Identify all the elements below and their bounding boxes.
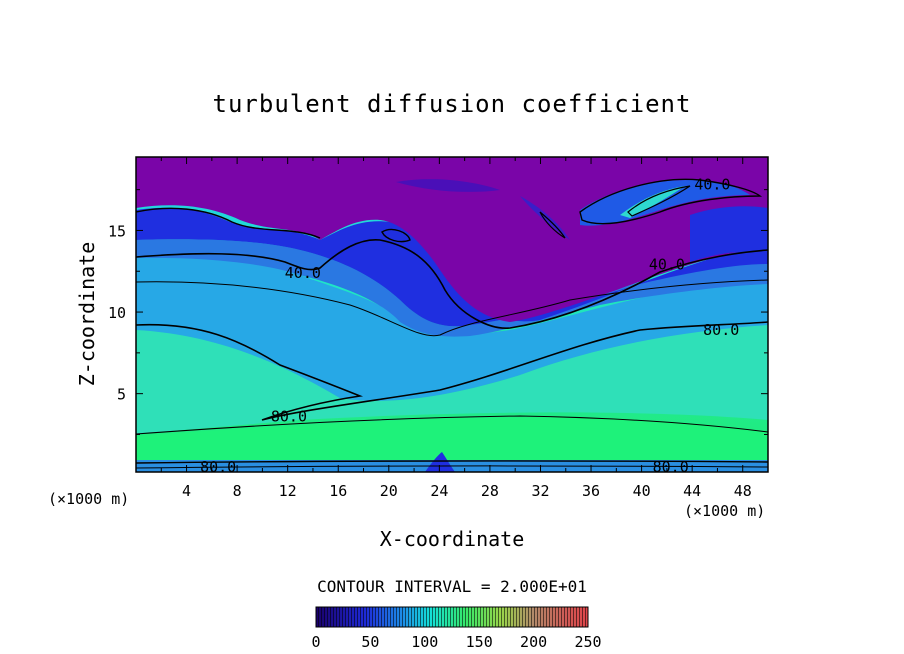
contour-60 bbox=[136, 279, 768, 337]
colorbar bbox=[315, 606, 589, 628]
x-unit-label-right: (×1000 m) bbox=[684, 502, 765, 520]
contour-bottom-2 bbox=[136, 465, 768, 469]
contour-filament-outer bbox=[579, 178, 763, 225]
colorbar-tick-label: 100 bbox=[411, 633, 438, 651]
contour-label: 80.0 bbox=[653, 458, 689, 476]
contour-upper-top bbox=[136, 207, 321, 239]
x-tick-label: 8 bbox=[233, 482, 242, 500]
colorbar-tick-label: 150 bbox=[466, 633, 493, 651]
x-tick-label: 16 bbox=[329, 482, 347, 500]
x-tick-label: 48 bbox=[734, 482, 752, 500]
plot-field bbox=[136, 157, 768, 472]
colorbar-ticks: 0 50 100 150 200 250 bbox=[311, 633, 601, 651]
plot-frame bbox=[135, 156, 769, 473]
colorbar-frame bbox=[315, 606, 589, 628]
x-tick-label: 28 bbox=[481, 482, 499, 500]
x-tick-label: 36 bbox=[582, 482, 600, 500]
x-tick-label: 12 bbox=[279, 482, 297, 500]
contour-80-main bbox=[136, 321, 768, 421]
field-streak-1 bbox=[396, 179, 500, 192]
colorbar-tick-label: 200 bbox=[520, 633, 547, 651]
contour-80-mid bbox=[136, 415, 768, 435]
contour-filament-inner bbox=[627, 185, 691, 217]
contour-interval-label: CONTOUR INTERVAL = 2.000E+01 bbox=[317, 577, 587, 596]
y-tick-label: 10 bbox=[108, 304, 126, 322]
y-axis-title: Z-coordinate bbox=[75, 242, 99, 387]
contour-40-upper bbox=[136, 239, 768, 329]
x-axis-ticks: 4 8 12 16 20 24 28 32 36 40 44 48 bbox=[160, 157, 752, 500]
field-bottom-notch bbox=[425, 452, 455, 472]
colorbar-tick-label: 250 bbox=[574, 633, 601, 651]
contour-label: 80.0 bbox=[703, 321, 739, 339]
contour-label: 40.0 bbox=[694, 176, 730, 194]
chart-title: turbulent diffusion coefficient bbox=[213, 90, 692, 118]
colorbar-tick-label: 50 bbox=[361, 633, 379, 651]
colorbar-stripes bbox=[316, 607, 588, 627]
contour-blob bbox=[381, 228, 411, 243]
x-unit-label-left: (×1000 m) bbox=[48, 490, 129, 508]
x-tick-label: 44 bbox=[683, 482, 701, 500]
field-band-mid bbox=[136, 323, 768, 434]
x-tick-label: 24 bbox=[430, 482, 448, 500]
field-band-upper-right bbox=[690, 206, 768, 262]
contour-labels: 40.0 40.0 40.0 80.0 80.0 80.0 80.0 bbox=[200, 176, 739, 476]
field-band-blue bbox=[136, 239, 768, 337]
field-band-green bbox=[136, 417, 768, 462]
contour-label: 40.0 bbox=[285, 264, 321, 282]
field-band-darkblue bbox=[136, 207, 768, 327]
x-tick-label: 20 bbox=[380, 482, 398, 500]
x-axis-title: X-coordinate bbox=[380, 527, 525, 551]
contour-label: 80.0 bbox=[271, 408, 307, 426]
contour-streak-2 bbox=[539, 211, 566, 239]
field-filament-core bbox=[620, 186, 685, 218]
contour-80-bottom bbox=[136, 460, 768, 464]
y-axis-ticks: 5 10 15 bbox=[108, 189, 768, 435]
y-tick-label: 15 bbox=[108, 222, 126, 240]
colorbar-tick-label: 0 bbox=[311, 633, 320, 651]
x-tick-label: 32 bbox=[531, 482, 549, 500]
contour-lines bbox=[136, 178, 768, 469]
x-tick-label: 4 bbox=[182, 482, 191, 500]
y-tick-label: 5 bbox=[117, 386, 126, 404]
contour-label: 80.0 bbox=[200, 458, 236, 476]
contour-label: 40.0 bbox=[649, 256, 685, 274]
x-tick-label: 40 bbox=[633, 482, 651, 500]
